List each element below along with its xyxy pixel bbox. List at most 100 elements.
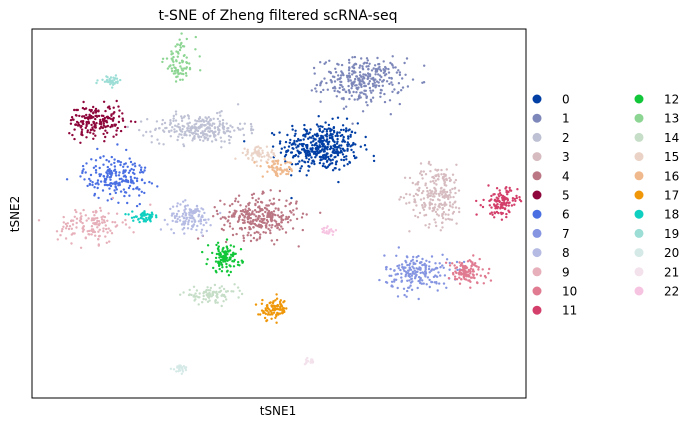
point-cluster-4 [270,219,273,222]
point-cluster-7 [431,268,434,271]
point-cluster-0 [287,145,291,148]
point-cluster-6 [109,172,112,176]
point-cluster-5 [87,120,90,123]
point-cluster-7 [417,267,420,271]
point-cluster-9 [101,218,104,221]
point-cluster-7 [408,263,411,267]
point-cluster-17 [275,293,278,296]
point-cluster-10 [468,259,471,262]
point-cluster-0 [327,123,331,127]
point-cluster-14 [209,286,213,290]
point-cluster-0 [328,147,332,151]
point-cluster-6 [138,202,141,206]
point-cluster-19 [109,76,113,79]
point-cluster-13 [175,50,178,53]
point-cluster-1 [351,65,354,69]
point-cluster-1 [347,78,350,81]
point-cluster-18 [150,215,154,218]
point-cluster-2 [194,128,198,131]
point-cluster-1 [361,110,365,113]
point-cluster-5 [94,126,98,129]
point-cluster-9 [92,222,95,225]
point-cluster-9 [90,233,93,236]
point-cluster-6 [102,163,105,166]
point-cluster-6 [99,180,103,183]
point-cluster-13 [180,32,183,35]
point-cluster-14 [224,290,228,293]
point-cluster-17 [270,317,273,320]
point-cluster-9 [91,228,95,231]
point-cluster-4 [274,207,277,210]
point-cluster-3 [434,210,438,214]
point-cluster-6 [131,180,134,183]
point-cluster-5 [104,109,107,113]
point-cluster-4 [238,227,242,230]
point-cluster-5 [70,116,74,119]
point-cluster-3 [443,181,447,184]
point-cluster-16 [271,160,274,163]
point-cluster-0 [289,138,292,142]
point-cluster-17 [275,297,279,300]
point-cluster-7 [385,281,389,284]
point-cluster-0 [313,162,316,166]
point-cluster-4 [272,197,275,200]
point-cluster-3 [443,194,446,198]
point-cluster-12 [217,260,220,263]
point-cluster-17 [285,307,288,310]
point-cluster-2 [181,124,184,128]
point-cluster-0 [321,125,324,128]
point-cluster-3 [405,202,408,205]
point-cluster-1 [338,91,341,94]
point-cluster-15 [258,151,261,154]
point-cluster-15 [272,153,275,156]
point-cluster-10 [464,264,467,268]
point-cluster-22 [321,230,324,234]
point-cluster-6 [113,165,117,168]
point-cluster-2 [217,133,220,136]
point-cluster-2 [169,119,172,122]
point-cluster-4 [257,217,260,220]
point-cluster-1 [380,75,383,79]
point-cluster-13 [194,35,197,39]
point-cluster-7 [428,278,431,282]
point-cluster-1 [348,72,351,75]
point-cluster-13 [179,65,182,68]
point-cluster-3 [445,177,448,180]
point-cluster-2 [168,130,171,134]
point-cluster-11 [505,186,508,189]
point-cluster-6 [117,182,120,185]
point-cluster-1 [314,87,317,90]
point-cluster-5 [92,137,95,140]
point-cluster-1 [353,63,356,66]
legend-marker-2 [532,132,542,142]
point-cluster-7 [436,289,439,292]
point-cluster-0 [291,147,294,150]
point-cluster-1 [351,84,354,88]
point-cluster-4 [224,217,227,220]
point-cluster-2 [199,131,203,135]
point-cluster-4 [278,198,281,202]
point-cluster-11 [507,204,510,207]
point-cluster-0 [331,138,335,142]
point-cluster-8 [204,218,207,221]
point-cluster-4 [248,225,251,229]
point-cluster-5 [100,126,104,129]
point-cluster-0 [315,144,319,147]
point-cluster-4 [319,211,322,214]
point-cluster-1 [366,59,369,62]
point-cluster-0 [309,128,312,131]
point-cluster-12 [205,262,208,266]
point-cluster-1 [351,56,354,59]
point-cluster-0 [318,128,321,131]
point-cluster-3 [439,190,442,193]
point-cluster-6 [85,162,88,165]
point-cluster-0 [280,147,283,150]
point-cluster-5 [78,114,81,118]
legend-label-11: 11 [562,304,577,318]
point-cluster-0 [300,148,304,151]
point-cluster-14 [195,289,199,292]
point-cluster-10 [469,280,472,283]
point-cluster-7 [424,268,427,271]
point-cluster-7 [409,284,412,287]
point-cluster-4 [219,217,222,220]
